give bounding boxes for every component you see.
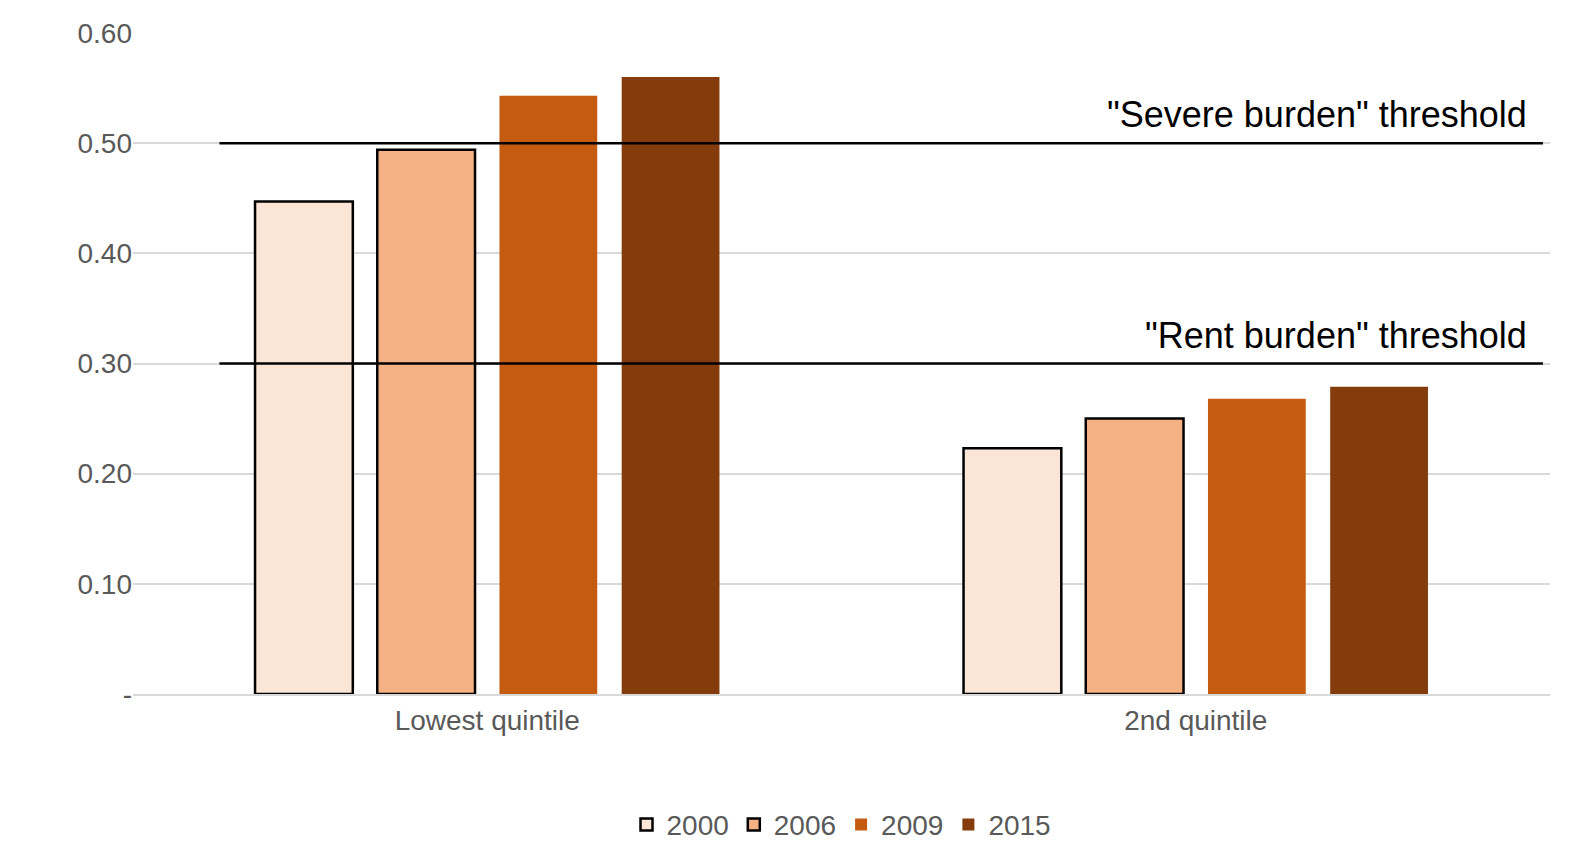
svg-text:0.60: 0.60 bbox=[78, 18, 133, 49]
svg-text:2006: 2006 bbox=[774, 810, 836, 841]
svg-text:0.40: 0.40 bbox=[78, 238, 133, 269]
svg-text:Lowest quintile: Lowest quintile bbox=[395, 705, 580, 736]
svg-text:0.30: 0.30 bbox=[78, 348, 133, 379]
svg-text:0.10: 0.10 bbox=[78, 569, 133, 600]
svg-text:2000: 2000 bbox=[667, 810, 729, 841]
svg-text:2009: 2009 bbox=[881, 810, 943, 841]
svg-text:-: - bbox=[123, 679, 132, 710]
svg-text:0.50: 0.50 bbox=[78, 128, 133, 159]
svg-text:"Severe burden" threshold: "Severe burden" threshold bbox=[1107, 94, 1527, 135]
svg-text:2nd quintile: 2nd quintile bbox=[1124, 705, 1267, 736]
svg-text:"Rent burden" threshold: "Rent burden" threshold bbox=[1145, 315, 1527, 356]
svg-text:2015: 2015 bbox=[988, 810, 1050, 841]
svg-text:0.20: 0.20 bbox=[78, 458, 133, 489]
